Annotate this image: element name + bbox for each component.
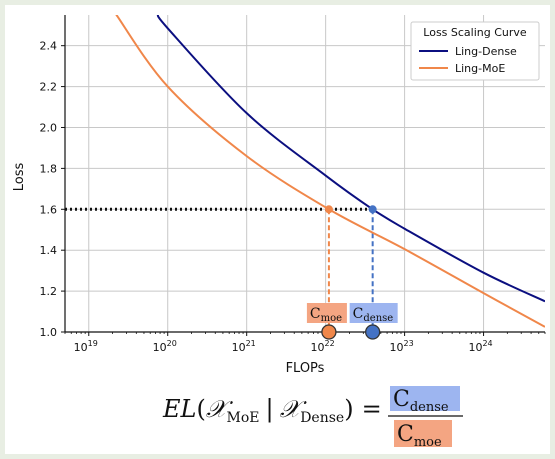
y-axis-label: Loss	[12, 163, 27, 192]
elasticity-formula: EL(𝒳MoE | 𝒳Dense) = Cdense Cmoe	[162, 386, 463, 450]
y-tick-label: 1.6	[40, 203, 58, 216]
c-dense-label-bg	[349, 303, 398, 323]
series-line-ling-dense	[156, 15, 545, 303]
c-dense-label: Cdense	[353, 306, 394, 324]
x-tick-label: 1022	[311, 339, 335, 354]
x-tick-label: 1024	[468, 339, 492, 354]
y-tick-labels: 1.0 1.2 1.4 1.6 1.8 2.0 2.2 2.4	[40, 40, 58, 339]
y-tick-label: 1.2	[40, 285, 58, 298]
axes	[61, 15, 546, 336]
x-tick-label: 1021	[232, 339, 256, 354]
legend-entry-ling-moe: Ling-MoE	[455, 62, 505, 75]
c-moe-label: Cmoe	[310, 306, 342, 324]
x-tick-label: 1020	[153, 339, 177, 354]
legend-box	[410, 21, 540, 81]
x-tick-label: 1023	[390, 339, 414, 354]
formula-numerator-bg	[390, 386, 460, 411]
y-tick-label: 1.4	[40, 244, 58, 257]
x-axis-label: FLOPs	[286, 361, 325, 376]
x-tick-labels: 1019 1020 1021 1022 1023 1024	[74, 339, 493, 354]
legend-title: Loss Scaling Curve	[423, 26, 527, 39]
figure-panel: 1019 1020 1021 1022 1023 1024 1.0 1.2 1.4 1.6 1.8…	[5, 5, 550, 454]
c-moe-axis-marker	[321, 324, 337, 340]
reference-lines	[65, 207, 374, 332]
y-tick-label: 2.2	[40, 81, 58, 94]
loss-scaling-chart: 1019 1020 1021 1022 1023 1024 1.0 1.2 1.4 1.6 1.8…	[12, 15, 546, 450]
legend-entry-ling-dense: Ling-Dense	[455, 45, 517, 58]
formula-numerator: Cdense	[393, 387, 449, 415]
c-dense-annotation: Cdense	[349, 303, 398, 324]
c-moe-curve-point	[324, 205, 333, 214]
c-dense-axis-marker	[365, 324, 381, 340]
formula-denominator: Cmoe	[397, 422, 442, 450]
y-tick-label: 2.0	[40, 121, 58, 134]
c-moe-annotation: Cmoe	[306, 303, 347, 324]
x-tick-label: 1019	[74, 339, 98, 354]
c-dense-curve-point	[368, 205, 377, 214]
markers	[321, 205, 381, 340]
formula-lhs: EL(𝒳MoE | 𝒳Dense) =	[162, 395, 382, 426]
formula-denominator-bg	[394, 420, 452, 447]
c-moe-label-bg	[306, 303, 347, 323]
legend: Loss Scaling Curve Ling-Dense Ling-MoE	[410, 21, 540, 81]
y-tick-label: 2.4	[40, 40, 58, 53]
y-tick-label: 1.0	[40, 326, 58, 339]
y-tick-label: 1.8	[40, 162, 58, 175]
